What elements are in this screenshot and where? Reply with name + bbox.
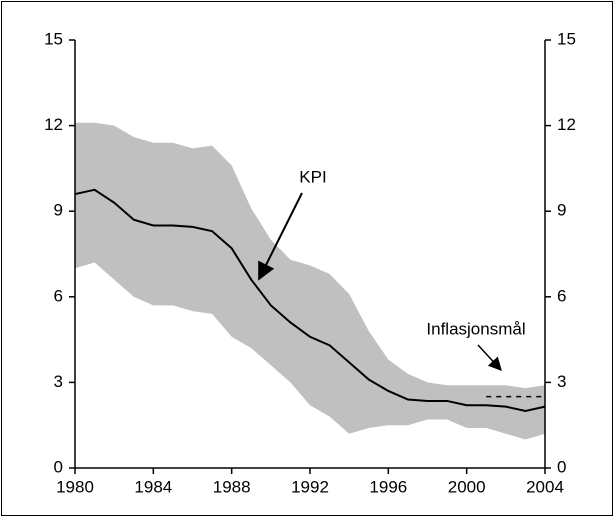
y2-tick-label: 6 — [557, 286, 566, 305]
x-tick-label: 1996 — [369, 477, 407, 496]
annotation: Inflasjonsmål — [426, 319, 525, 338]
y-tick-label: 12 — [44, 115, 63, 134]
x-tick-label: 2004 — [526, 477, 564, 496]
y2-tick-label: 12 — [557, 115, 576, 134]
y2-tick-label: 3 — [557, 372, 566, 391]
annotation-arrow — [477, 344, 502, 371]
annotation-arrow — [258, 192, 303, 281]
annotation: KPI — [299, 167, 326, 186]
x-tick-label: 2000 — [448, 477, 486, 496]
y2-tick-label: 9 — [557, 201, 566, 220]
y-tick-label: 0 — [54, 457, 63, 476]
band — [75, 122, 545, 440]
y-tick-label: 6 — [54, 286, 63, 305]
x-tick-label: 1984 — [134, 477, 172, 496]
x-tick-label: 1980 — [56, 477, 94, 496]
x-tick-label: 1992 — [291, 477, 329, 496]
y2-tick-label: 0 — [557, 457, 566, 476]
line — [74, 188, 546, 412]
y-tick-label: 3 — [54, 372, 63, 391]
y-tick-label: 15 — [44, 29, 63, 48]
y-tick-label: 9 — [54, 201, 63, 220]
y2-tick-label: 15 — [557, 29, 576, 48]
x-tick-label: 1988 — [213, 477, 251, 496]
